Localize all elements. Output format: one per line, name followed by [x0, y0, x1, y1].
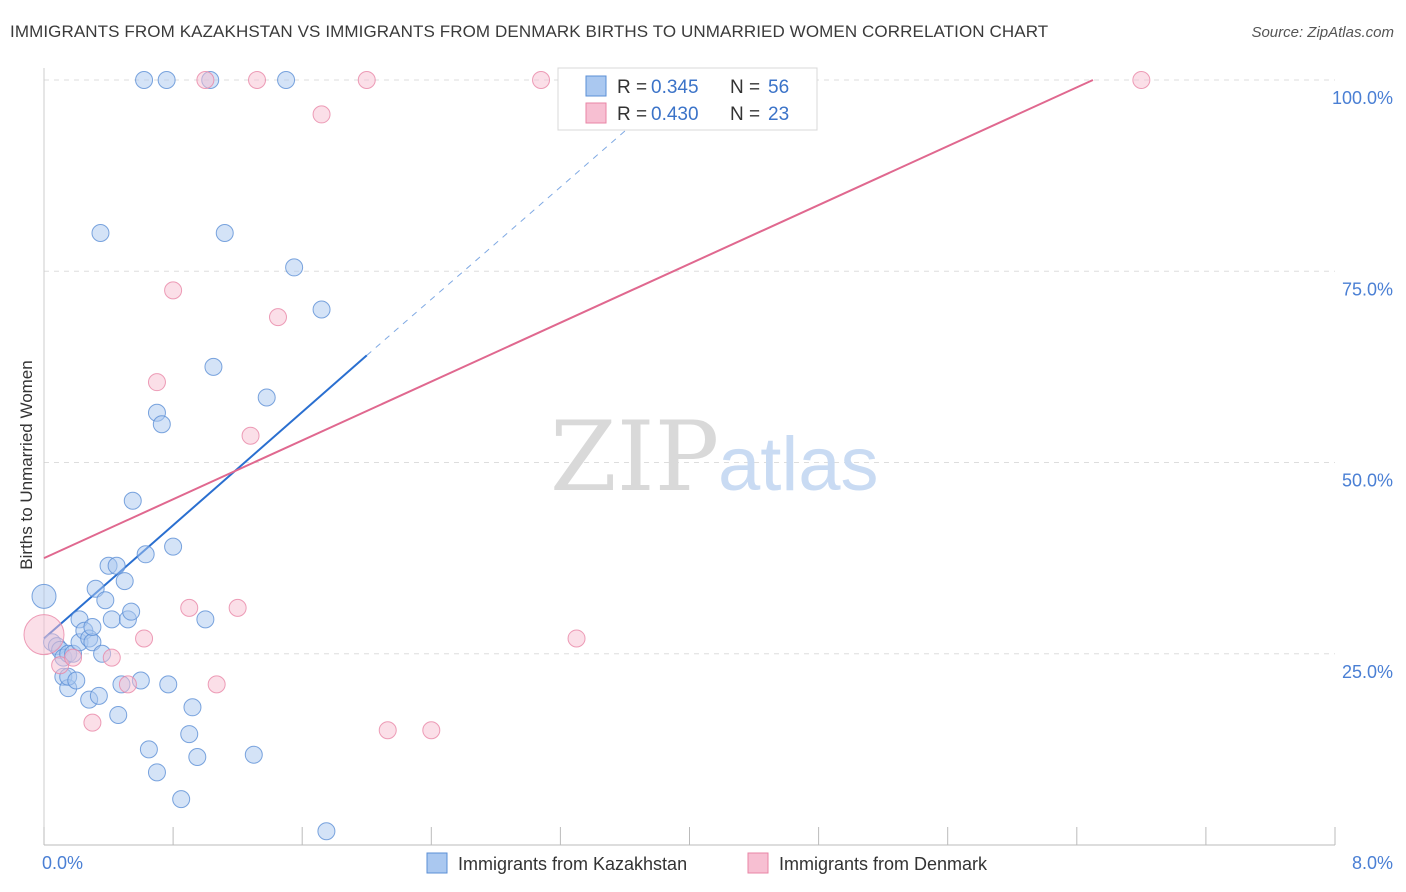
- y-tick-label-2: 75.0%: [1342, 279, 1393, 299]
- kazakhstan-point-46: [244, 745, 263, 764]
- denmark-point-17: [567, 629, 586, 648]
- correlation-legend: R = 0.345 N = 56 R = 0.430 N = 23: [557, 67, 818, 131]
- data-points: [23, 71, 1151, 841]
- legend-r-label-2: R =: [617, 104, 647, 125]
- kazakhstan-point-10: [67, 671, 86, 690]
- kazakhstan-point-19: [89, 686, 108, 705]
- legend-n-value-1: 56: [768, 77, 789, 98]
- chart-title: IMMIGRANTS FROM KAZAKHSTAN VS IMMIGRANTS…: [10, 22, 1049, 41]
- legend-r-value-2: 0.430: [651, 104, 699, 125]
- kazakhstan-point-52: [135, 71, 154, 89]
- kazakhstan-point-45: [215, 224, 234, 242]
- kazakhstan-point-17: [83, 617, 102, 636]
- watermark-atlas: atlas: [718, 422, 879, 507]
- legend-swatch-blue: [585, 75, 607, 97]
- kazakhstan-point-53: [157, 71, 176, 89]
- y-tick-label-3: 100.0%: [1332, 88, 1393, 108]
- y-tick-label-1: 50.0%: [1342, 471, 1393, 491]
- kazakhstan-trend-extension: [366, 102, 658, 356]
- denmark-point-22: [1132, 71, 1151, 89]
- kazakhstan-point-44: [204, 357, 223, 376]
- kazakhstan-point-48: [285, 258, 304, 277]
- kazakhstan-point-40: [180, 725, 199, 744]
- kazakhstan-point-34: [147, 763, 166, 782]
- legend-swatch-pink: [585, 102, 607, 124]
- y-tick-labels: 25.0% 50.0% 75.0% 100.0%: [1332, 88, 1393, 682]
- kazakhstan-point-18: [86, 579, 105, 598]
- denmark-point-11: [228, 598, 247, 617]
- kazakhstan-point-49: [312, 300, 331, 319]
- kazakhstan-point-47: [257, 388, 276, 407]
- denmark-point-2: [64, 648, 83, 667]
- kazakhstan-point-27: [115, 572, 134, 591]
- kazakhstan-point-41: [183, 698, 202, 717]
- denmark-trend-line: [43, 79, 1094, 560]
- denmark-point-9: [180, 598, 199, 617]
- denmark-point-0: [23, 614, 65, 656]
- denmark-point-7: [147, 373, 166, 392]
- kazakhstan-point-43: [196, 610, 215, 629]
- kazakhstan-point-0: [31, 583, 57, 609]
- denmark-point-5: [118, 675, 137, 694]
- denmark-point-16: [422, 721, 441, 740]
- denmark-point-20: [357, 71, 376, 89]
- kazakhstan-point-37: [159, 675, 178, 694]
- kazakhstan-point-32: [136, 545, 155, 564]
- source-credit: Source: ZipAtlas.com: [1251, 24, 1394, 41]
- grid-lines: [44, 79, 1335, 655]
- y-axis-label: Births to Unmarried Women: [17, 360, 36, 569]
- series-swatch-denmark: [747, 852, 769, 874]
- denmark-point-13: [268, 308, 287, 327]
- kazakhstan-point-50: [317, 822, 336, 841]
- axes: [43, 68, 1336, 846]
- x-tick-label-max: 8.0%: [1352, 853, 1393, 873]
- denmark-point-8: [164, 281, 183, 300]
- denmark-point-18: [196, 71, 215, 89]
- kazakhstan-point-24: [107, 556, 126, 575]
- series-label-denmark: Immigrants from Denmark: [779, 854, 988, 874]
- kazakhstan-point-29: [122, 602, 141, 621]
- kazakhstan-point-21: [96, 591, 115, 610]
- denmark-point-12: [241, 426, 260, 445]
- kazakhstan-point-30: [123, 491, 142, 510]
- x-tick-labels: 0.0% 8.0%: [42, 853, 1393, 873]
- y-tick-label-0: 25.0%: [1342, 662, 1393, 682]
- denmark-point-14: [312, 105, 331, 124]
- kazakhstan-point-38: [164, 537, 183, 556]
- kazakhstan-point-25: [109, 705, 128, 724]
- kazakhstan-point-39: [172, 790, 191, 809]
- kazakhstan-point-33: [139, 740, 158, 759]
- denmark-point-6: [135, 629, 154, 648]
- denmark-point-21: [532, 71, 551, 89]
- kazakhstan-point-36: [152, 415, 171, 434]
- kazakhstan-point-23: [102, 610, 121, 629]
- legend-r-value-1: 0.345: [651, 77, 699, 98]
- denmark-point-4: [102, 648, 121, 667]
- denmark-point-3: [83, 713, 102, 732]
- series-swatch-kazakhstan: [426, 852, 448, 874]
- x-tick-label-min: 0.0%: [42, 853, 83, 873]
- trend-lines: [43, 79, 1094, 640]
- legend-n-value-2: 23: [768, 104, 789, 125]
- kazakhstan-point-42: [188, 748, 207, 767]
- denmark-point-10: [207, 675, 226, 694]
- legend-r-label-1: R =: [617, 77, 647, 98]
- legend-n-label-2: N =: [730, 104, 760, 125]
- series-legend: Immigrants from Kazakhstan Immigrants fr…: [426, 852, 988, 874]
- watermark-zip: ZIP: [550, 401, 719, 513]
- kazakhstan-point-55: [277, 71, 296, 89]
- series-label-kazakhstan: Immigrants from Kazakhstan: [458, 854, 687, 874]
- denmark-point-19: [248, 71, 267, 89]
- denmark-point-15: [378, 721, 397, 740]
- legend-n-label-1: N =: [730, 77, 760, 98]
- kazakhstan-point-51: [91, 224, 110, 242]
